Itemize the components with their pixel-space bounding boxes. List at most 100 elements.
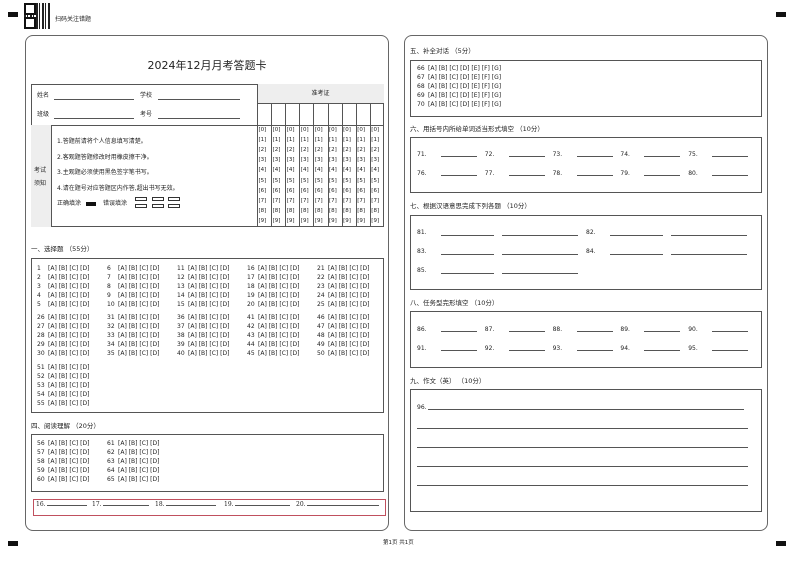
answer-field[interactable] (441, 175, 477, 176)
answer-options[interactable]: [A] [B] [C] [D] (328, 265, 370, 272)
digit-option[interactable]: [1] (286, 137, 295, 144)
digit-option[interactable]: [0] (329, 127, 337, 133)
answer-options[interactable]: [A] [B] [C] [D] (188, 265, 230, 272)
digit-option[interactable]: [7] (329, 197, 337, 204)
answer-options[interactable]: [A] [B] [C] [D] (188, 350, 230, 357)
blank-field[interactable] (103, 505, 149, 506)
essay-line[interactable] (417, 428, 748, 429)
answer-options[interactable]: [A] [B] [C] [D] (118, 332, 160, 339)
digit-option[interactable]: [8] (371, 207, 380, 214)
answer-options[interactable]: [A] [B] [C] [D] (48, 332, 90, 339)
name-field[interactable] (54, 99, 134, 100)
answer-field[interactable] (644, 331, 681, 332)
digit-option[interactable]: [5] (314, 177, 323, 184)
digit-option[interactable]: [2] (343, 147, 351, 154)
answer-field[interactable] (508, 331, 545, 332)
class-field[interactable] (54, 118, 134, 119)
answer-field[interactable] (508, 156, 545, 157)
digit-option[interactable]: [5] (357, 177, 365, 184)
answer-options[interactable]: [A] [B] [C] [D] (48, 440, 90, 447)
digit-option[interactable]: [3] (314, 157, 323, 164)
answer-field[interactable] (712, 350, 749, 351)
digit-option[interactable]: [1] (371, 137, 380, 144)
digit-option[interactable]: [7] (371, 197, 380, 204)
answer-field[interactable] (502, 235, 578, 236)
blank-field[interactable] (235, 505, 290, 506)
answer-field[interactable] (576, 350, 613, 351)
answer-options[interactable]: [A] [B] [C] [D] (118, 265, 160, 272)
answer-options[interactable]: [A] [B] [C] [D] (48, 283, 90, 290)
digit-option[interactable]: [0] (258, 127, 267, 133)
digit-option[interactable]: [5] (286, 177, 295, 184)
answer-options[interactable]: [A] [B] [C] [D] (48, 391, 90, 398)
digit-option[interactable]: [7] (357, 197, 365, 204)
essay-line[interactable] (417, 485, 748, 486)
answer-field[interactable] (502, 273, 578, 274)
essay-line[interactable] (417, 447, 748, 448)
digit-option[interactable]: [5] (300, 177, 309, 184)
ticket-digit-input[interactable] (355, 104, 370, 125)
answer-options[interactable]: [A] [B] [C] [D] (48, 400, 90, 407)
answer-options[interactable]: [A] [B] [C] [D] (328, 301, 370, 308)
digit-option[interactable]: [3] (272, 157, 281, 164)
digit-option[interactable]: [6] (286, 187, 295, 194)
school-field[interactable] (158, 99, 240, 100)
digit-option[interactable]: [2] (300, 147, 309, 154)
answer-options[interactable]: [A] [B] [C] [D] (48, 449, 90, 456)
answer-field[interactable] (441, 235, 494, 236)
digit-option[interactable]: [0] (300, 127, 309, 133)
digit-option[interactable]: [1] (272, 137, 281, 144)
ticket-digit-input[interactable] (271, 104, 285, 125)
answer-options[interactable]: [A] [B] [C] [D] (328, 332, 370, 339)
digit-option[interactable]: [1] (258, 137, 267, 144)
answer-options[interactable]: [A] [B] [C] [D] (48, 323, 90, 330)
digit-option[interactable]: [6] (371, 187, 380, 194)
answer-field[interactable] (644, 175, 681, 176)
digit-option[interactable]: [8] (300, 207, 309, 214)
digit-option[interactable]: [1] (357, 137, 365, 144)
answer-field[interactable] (508, 175, 545, 176)
answer-field[interactable] (644, 156, 681, 157)
answer-options[interactable]: [A] [B] [C] [D] (258, 350, 300, 357)
digit-option[interactable]: [9] (286, 217, 295, 224)
answer-options[interactable]: [A] [B] [C] [D] (48, 292, 90, 299)
digit-option[interactable]: [2] (314, 147, 323, 154)
answer-options[interactable]: [A] [B] [C] [D] (118, 292, 160, 299)
blank-field[interactable] (47, 505, 87, 506)
answer-options[interactable]: [A] [B] [C] [D] (258, 283, 300, 290)
answer-options[interactable]: [A] [B] [C] [D] (118, 301, 160, 308)
digit-option[interactable]: [8] (314, 207, 323, 214)
answer-options[interactable]: [A] [B] [C] [D] (48, 458, 90, 465)
digit-option[interactable]: [6] (314, 187, 323, 194)
answer-options[interactable]: [A] [B] [C] [D] (188, 292, 230, 299)
answer-options[interactable]: [A] [B] [C] [D] (328, 341, 370, 348)
answer-options[interactable]: [A] [B] [C] [D] (258, 265, 300, 272)
digit-option[interactable]: [5] (371, 177, 380, 184)
digit-option[interactable]: [1] (300, 137, 309, 144)
answer-field[interactable] (441, 273, 494, 274)
answer-options[interactable]: [A] [B] [C] [D] (188, 341, 230, 348)
digit-option[interactable]: [7] (272, 197, 281, 204)
answer-options[interactable]: [A] [B] [C] [D] (48, 350, 90, 357)
digit-option[interactable]: [6] (258, 187, 267, 194)
answer-field[interactable] (712, 331, 749, 332)
digit-option[interactable]: [8] (286, 207, 295, 214)
answer-options[interactable]: [A] [B] [C] [D] (258, 332, 300, 339)
digit-option[interactable]: [7] (343, 197, 351, 204)
answer-field[interactable] (671, 254, 747, 255)
digit-option[interactable]: [3] (343, 157, 351, 164)
digit-option[interactable]: [0] (343, 127, 351, 133)
answer-options[interactable]: [A] [B] [C] [D] (328, 283, 370, 290)
digit-option[interactable]: [8] (343, 207, 351, 214)
answer-field[interactable] (441, 331, 477, 332)
answer-options[interactable]: [A] [B] [C] [D] (188, 283, 230, 290)
answer-options[interactable]: [A] [B] [C] [D] (48, 467, 90, 474)
digit-option[interactable]: [2] (371, 147, 380, 154)
digit-option[interactable]: [3] (357, 157, 365, 164)
digit-option[interactable]: [4] (314, 167, 323, 174)
answer-options[interactable]: [A] [B] [C] [D] (188, 332, 230, 339)
digit-option[interactable]: [1] (343, 137, 351, 144)
answer-field[interactable] (610, 235, 663, 236)
digit-option[interactable]: [3] (329, 157, 337, 164)
answer-options[interactable]: [A] [B] [C] [D] (258, 301, 300, 308)
